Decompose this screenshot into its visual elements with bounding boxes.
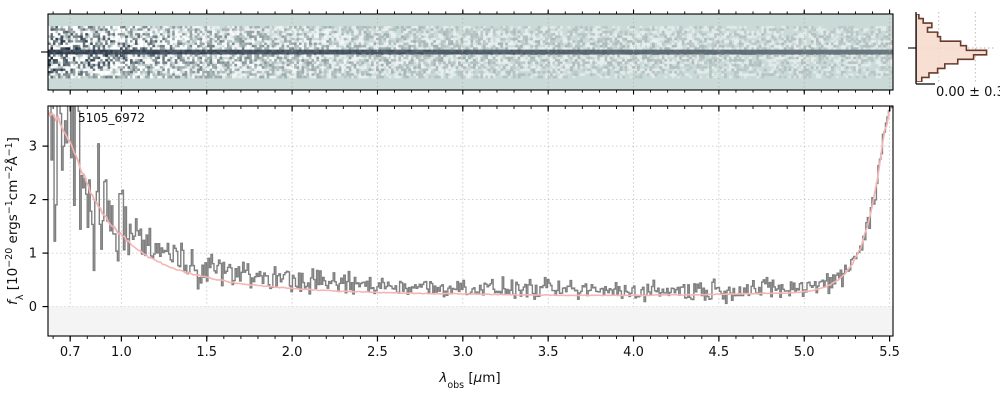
y-tick-label: 1 xyxy=(29,247,37,262)
spectrum1d-ticks xyxy=(42,106,891,342)
spectrum1d-frame xyxy=(47,105,894,337)
x-tick-label: 3.0 xyxy=(452,345,473,360)
histogram-bars xyxy=(916,14,988,82)
spectrum1d-ytick-labels: 0 1 2 3 xyxy=(29,140,37,315)
x-tick-label: 5.5 xyxy=(879,345,900,360)
x-tick-label: 2.5 xyxy=(367,345,388,360)
spectrum1d-background xyxy=(48,106,893,336)
x-tick-label: 4.0 xyxy=(623,345,644,360)
y-tick-label: 2 xyxy=(29,193,37,208)
panel-2d-spectrum xyxy=(41,9,894,95)
x-tick-label: 5.0 xyxy=(794,345,815,360)
panel-residual-histogram: 0.00 ± 0.36 xyxy=(908,12,1000,100)
x-axis-label: λobs [μm] xyxy=(438,370,500,391)
negative-flux-band xyxy=(48,306,893,336)
observed-flux-trace xyxy=(50,106,893,305)
y-tick-label: 3 xyxy=(29,140,37,155)
spectrum1d-data xyxy=(48,106,893,336)
panel-1d-spectrum: 0.7 1.0 1.5 2.0 2.5 3.0 3.5 4.0 4.5 5.0 5.5 0 1 2 3 5… xyxy=(4,105,900,391)
y-tick-label: 0 xyxy=(29,300,37,315)
x-tick-label: 2.0 xyxy=(282,345,303,360)
x-tick-label: 0.7 xyxy=(60,345,81,360)
y-axis-label: fλ [10−20 ergs−1cm−2Å−1] xyxy=(4,137,26,305)
x-tick-label: 1.5 xyxy=(196,345,217,360)
spectrum2d-ticks xyxy=(52,9,891,95)
x-tick-label: 1.0 xyxy=(111,345,132,360)
x-tick-label: 4.5 xyxy=(709,345,730,360)
spectrum1d-xtick-labels: 0.7 1.0 1.5 2.0 2.5 3.0 3.5 4.0 4.5 5.0 5.5 xyxy=(60,345,900,360)
spectrum2d-pixels xyxy=(48,26,893,79)
object-id-label: 5105_6972 xyxy=(78,111,145,125)
x-tick-label: 3.5 xyxy=(538,345,559,360)
model-trace xyxy=(48,106,891,297)
histogram-stat-text: 0.00 ± 0.36 xyxy=(936,85,1000,100)
